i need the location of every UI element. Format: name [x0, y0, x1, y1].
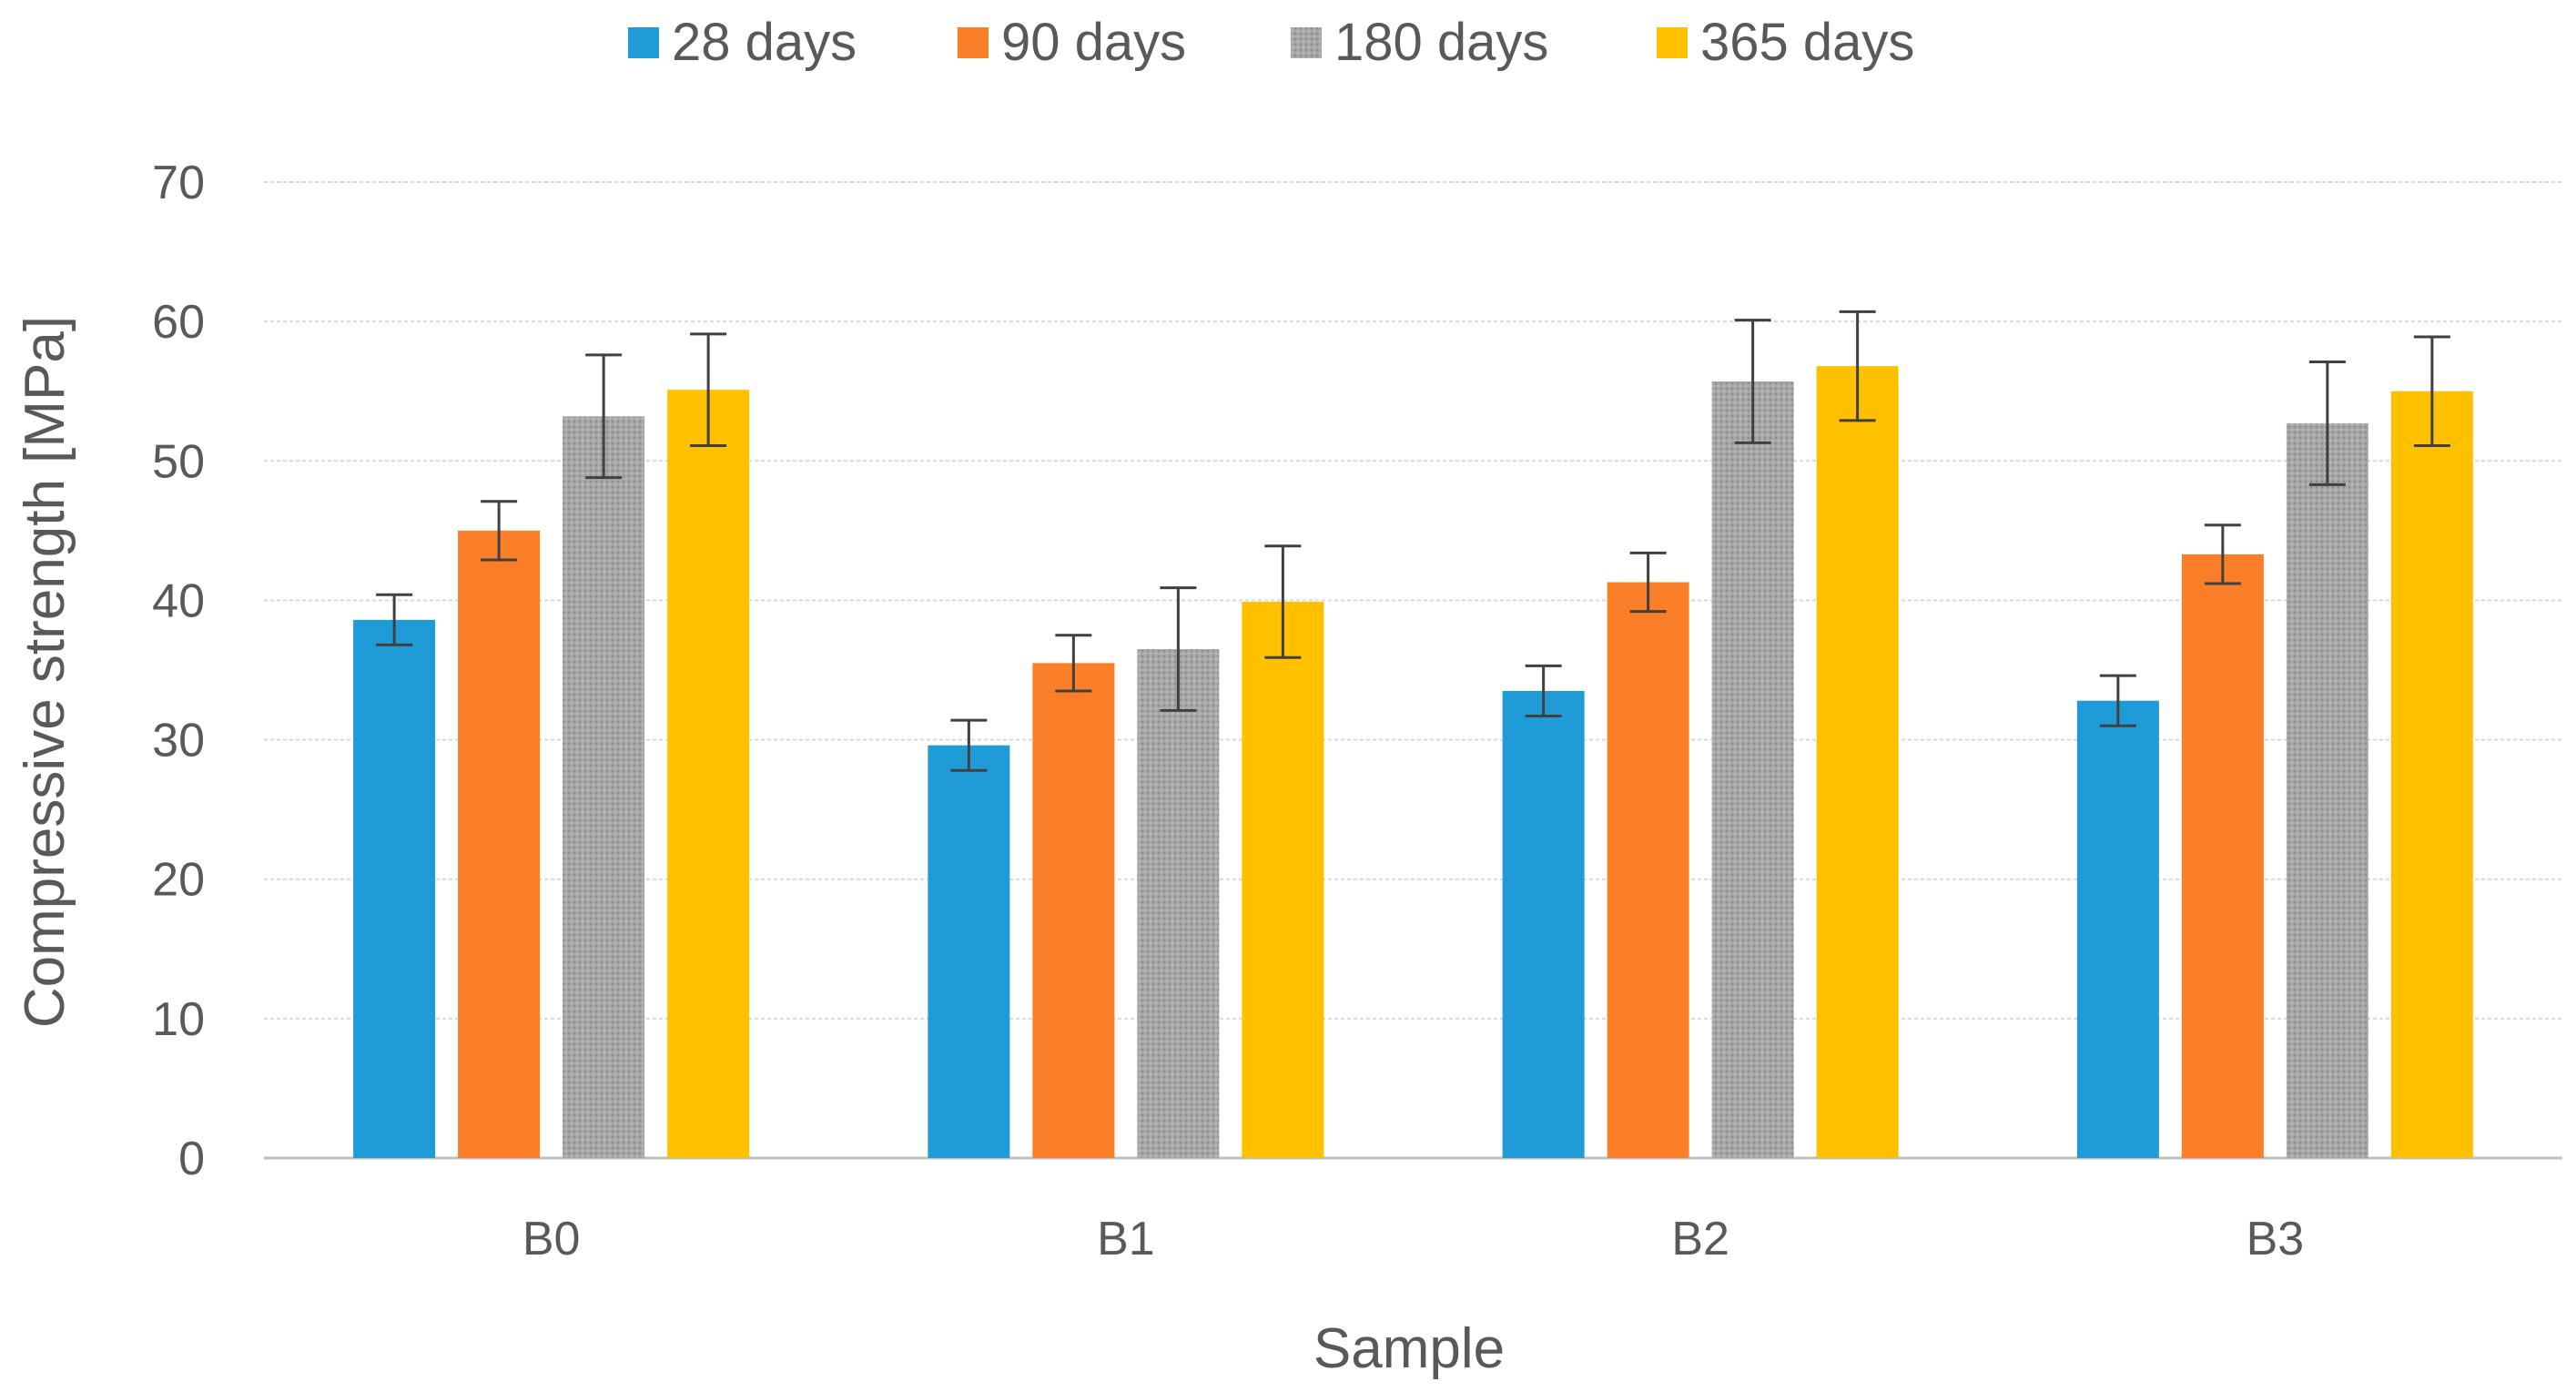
y-tick-label: 40 [152, 574, 205, 627]
legend-item: 180 days [1291, 13, 1548, 72]
bar-b0-180-days [563, 416, 645, 1158]
y-tick-label: 70 [152, 157, 205, 209]
y-tick-label: 30 [152, 715, 205, 767]
error-bars [376, 310, 2450, 772]
bar-b0-90-days [458, 530, 541, 1158]
bar-b3-180-days [2286, 422, 2368, 1158]
bar-b2-365-days [1816, 366, 1899, 1158]
error-bar [1734, 319, 1771, 444]
error-bar [2204, 523, 2241, 585]
error-bar [1629, 551, 1667, 614]
error-bar [1160, 586, 1197, 712]
error-bar [376, 593, 413, 646]
x-tick-label: B0 [522, 1213, 581, 1265]
legend-swatch [1291, 27, 1322, 58]
x-tick-label: B2 [1671, 1213, 1729, 1265]
error-bar [2413, 335, 2450, 447]
legend-item: 28 days [628, 13, 857, 72]
gridlines [264, 181, 2562, 1160]
error-bar [2308, 361, 2346, 486]
bar-b2-180-days [1711, 381, 1794, 1159]
legend: 28 days 90 days 180 days 365 days [628, 13, 1914, 72]
legend-swatch [958, 27, 989, 58]
legend-label: 90 days [1001, 13, 1186, 72]
legend-swatch [628, 27, 659, 58]
bar-b1-28-days [928, 745, 1010, 1158]
y-tick-label: 20 [152, 854, 205, 907]
error-bar [1055, 634, 1092, 693]
y-tick-label: 50 [152, 435, 205, 488]
error-bar [690, 332, 727, 447]
bar-b1-90-days [1032, 663, 1115, 1158]
error-bar [481, 500, 518, 562]
x-tick-label: B3 [2246, 1213, 2305, 1265]
legend-label: 365 days [1700, 13, 1914, 72]
y-axis-ticks: 0 10 20 30 40 50 60 70 [152, 157, 205, 1185]
bar-b0-365-days [667, 390, 750, 1158]
bars [353, 366, 2473, 1159]
bar-b0-28-days [353, 619, 436, 1158]
y-tick-label: 60 [152, 296, 205, 349]
error-bar [585, 353, 623, 480]
x-tick-label: B1 [1097, 1213, 1155, 1265]
bar-b1-180-days [1137, 649, 1220, 1158]
legend-label: 28 days [672, 13, 857, 72]
x-axis-title: Sample [1313, 1317, 1505, 1380]
bar-b3-365-days [2390, 391, 2473, 1158]
bar-b3-28-days [2076, 700, 2159, 1158]
bar-b3-90-days [2181, 554, 2264, 1158]
legend-swatch [1657, 27, 1688, 58]
error-bar [1264, 544, 1302, 659]
x-axis-ticks: B0 B1 B2 B3 [522, 1213, 2304, 1265]
bar-b2-28-days [1502, 690, 1585, 1158]
legend-item: 90 days [958, 13, 1186, 72]
error-bar [1525, 664, 1562, 718]
legend-item: 365 days [1657, 13, 1914, 72]
y-tick-label: 0 [178, 1133, 205, 1185]
error-bar [1839, 310, 1876, 422]
y-axis-title: Compressive strength [MPa] [14, 316, 76, 1028]
bar-b1-365-days [1242, 601, 1324, 1158]
y-tick-label: 10 [152, 993, 205, 1046]
legend-label: 180 days [1334, 13, 1548, 72]
bar-b2-90-days [1607, 582, 1689, 1158]
error-bar [2099, 674, 2136, 727]
error-bar [950, 718, 988, 772]
